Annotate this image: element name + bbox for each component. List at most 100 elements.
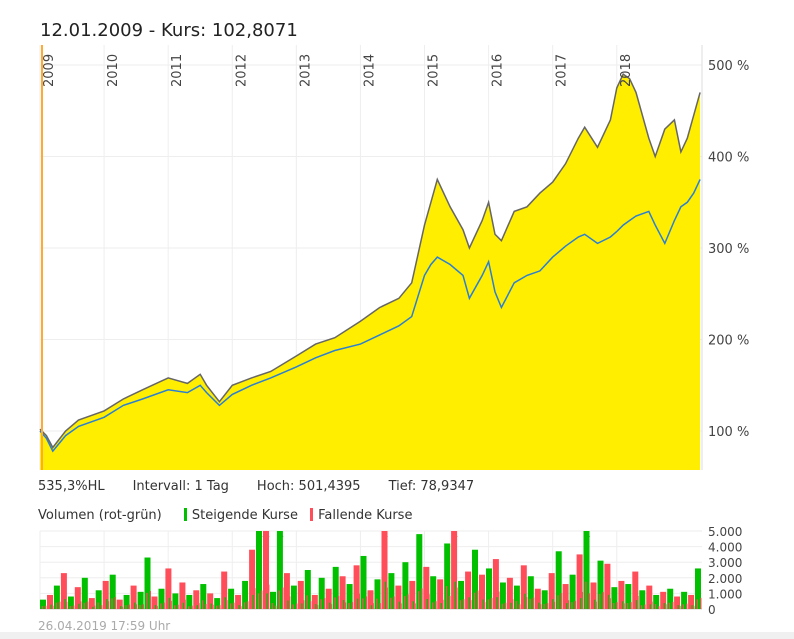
volume-bar-minor — [449, 595, 451, 609]
volume-bar-minor — [264, 587, 266, 609]
volume-bar-minor — [224, 597, 226, 609]
volume-bar-minor — [141, 602, 143, 609]
volume-bar-minor — [148, 596, 150, 609]
volume-bar-minor — [196, 605, 198, 609]
volume-bar-minor — [452, 590, 455, 609]
volume-bar-down — [235, 594, 242, 609]
volume-bar-minor — [372, 603, 374, 609]
volume-bar-minor — [400, 603, 402, 609]
volume-bar-down — [74, 587, 81, 609]
volume-bar-minor — [330, 604, 333, 609]
volume-bar-down — [604, 563, 611, 609]
volume-bars — [40, 531, 702, 609]
volume-bar-minor — [317, 605, 319, 609]
volume-bar-minor — [303, 600, 305, 609]
volume-bar-minor — [566, 603, 568, 609]
volume-bar-minor — [188, 606, 190, 609]
volume-bar-minor — [522, 598, 524, 609]
volume-bar-minor — [651, 601, 653, 609]
volume-bar-minor — [606, 599, 608, 609]
volume-bar-minor — [315, 604, 317, 609]
volume-bar-minor — [635, 600, 637, 609]
volume-bar-up — [172, 593, 179, 609]
volume-bar-minor — [663, 602, 665, 609]
volume-bar-up — [625, 584, 632, 609]
volume-bar-minor — [378, 600, 380, 609]
volume-bar-minor — [52, 605, 54, 609]
volume-bar-minor — [508, 600, 510, 609]
year-labels: 2009 2010 2011 2012 2013 2014 2015 2016 2017 2018 — [42, 54, 634, 87]
volume-bar-minor — [384, 581, 387, 609]
volume-bar-minor — [252, 594, 254, 609]
volume-bar-minor — [336, 600, 338, 609]
volume-bar-minor — [247, 601, 249, 609]
volume-bar-down — [660, 591, 667, 609]
legend-up: Steigende Kurse — [191, 508, 298, 523]
volume-bar-minor — [85, 599, 87, 609]
volume-bar-down — [193, 590, 200, 609]
overflow-arrow-icon — [263, 531, 270, 537]
volume-bar-minor — [364, 592, 366, 609]
volume-bar-minor — [107, 601, 110, 609]
interval-label[interactable]: Intervall: 1 Tag — [132, 479, 229, 494]
volume-bar-minor — [634, 597, 636, 609]
volume-bar-minor — [125, 605, 127, 609]
volume-bar-minor — [62, 596, 64, 609]
volume-bar-minor — [675, 606, 678, 609]
volume-bar-minor — [327, 604, 329, 609]
volume-bar-down — [534, 588, 541, 609]
volume-bar-minor — [134, 602, 136, 609]
volume-bar-minor — [560, 593, 563, 609]
volume-bar-minor — [337, 595, 340, 609]
volume-bar-down — [437, 579, 444, 609]
volume-bar-minor — [97, 602, 99, 609]
volume-bar-minor — [167, 594, 169, 609]
volume-bar-minor — [296, 603, 298, 609]
legend-down: Fallende Kurse — [318, 508, 413, 523]
volume-bar-up — [527, 576, 534, 609]
volume-bar-minor — [461, 602, 463, 609]
volume-bar-minor — [376, 598, 378, 609]
volume-bar-minor — [616, 602, 618, 609]
volume-bar-up — [346, 584, 353, 609]
year-tick-label: 2014 — [362, 54, 377, 87]
volume-bar-minor — [153, 606, 155, 609]
volume-bar-minor — [689, 604, 691, 609]
volume-bar-minor — [540, 604, 542, 609]
volume-bar-up — [81, 577, 88, 609]
stats-bar: 535,3%HL Intervall: 1 Tag Hoch: 501,4395 Ti… — [38, 479, 502, 494]
volume-bar-minor — [691, 605, 693, 609]
volume-bar-minor — [405, 599, 407, 609]
volume-bar-minor — [655, 604, 657, 609]
volume-bar-minor — [484, 602, 486, 609]
volume-legend: Volumen (rot-grün) Steigende Kurse Falle… — [38, 508, 420, 523]
volume-bar-minor — [594, 599, 596, 609]
volume-bar-up — [695, 568, 701, 609]
volume-bar-minor — [459, 600, 461, 609]
volume-bar-minor — [543, 603, 545, 609]
volume-bar-minor — [285, 597, 287, 609]
volume-bar-minor — [466, 601, 468, 609]
y-tick-label: 400 % — [708, 151, 749, 166]
volume-bar-minor — [585, 581, 587, 609]
volume-bar-minor — [177, 604, 179, 609]
volume-bar-minor — [628, 600, 630, 609]
volume-bar-down — [688, 594, 695, 609]
volume-tick-label: 1.000 — [708, 587, 742, 601]
volume-bar-minor — [322, 601, 324, 609]
volume-bar-minor — [216, 605, 218, 609]
volume-bar-minor — [334, 597, 336, 609]
volume-bar-minor — [271, 602, 273, 609]
volume-bar-minor — [301, 603, 303, 609]
volume-tick-label: 0 — [708, 603, 716, 617]
volume-bar-minor — [383, 590, 385, 609]
volume-bar-minor — [250, 590, 252, 609]
volume-bar-minor — [219, 605, 221, 609]
volume-bar-minor — [574, 600, 576, 609]
volume-bar-minor — [280, 581, 282, 609]
volume-bar-down — [451, 531, 458, 609]
year-tick-label: 2009 — [42, 54, 57, 87]
volume-bar-minor — [174, 605, 176, 609]
volume-bar-minor — [357, 598, 359, 609]
